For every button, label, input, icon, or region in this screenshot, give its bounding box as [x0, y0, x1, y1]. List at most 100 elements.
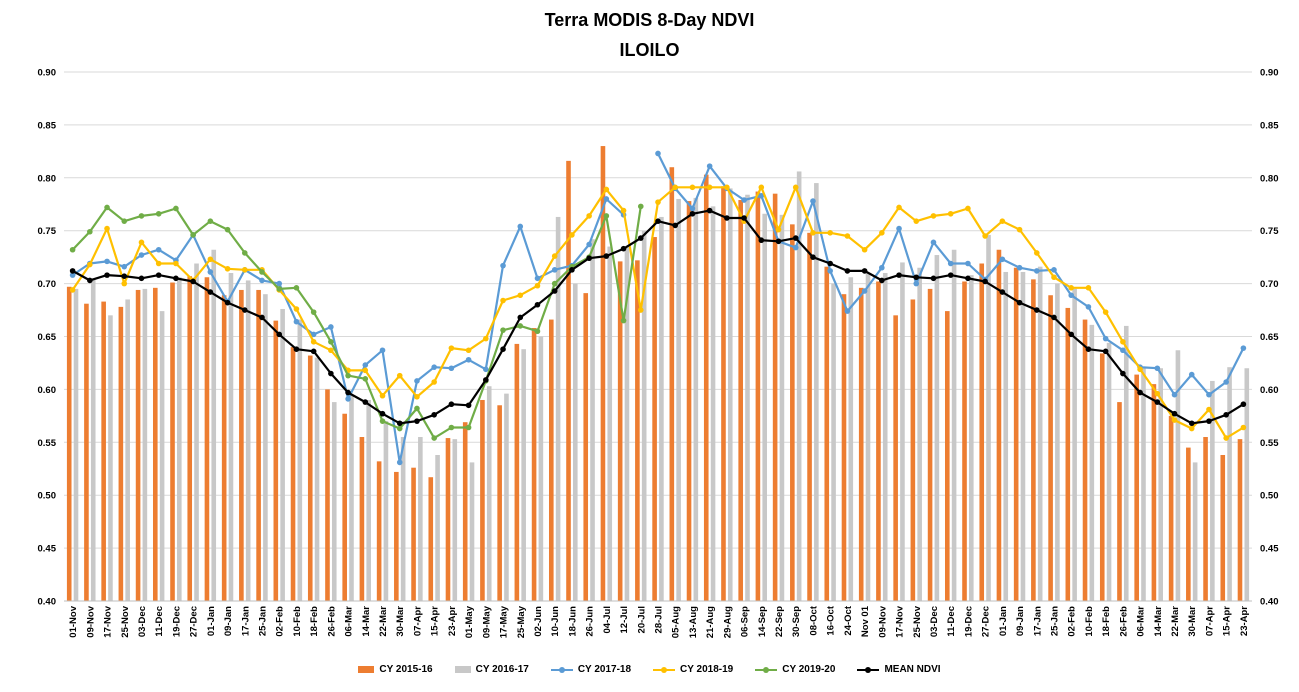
x-tick-label: 09-Jan: [1015, 606, 1026, 636]
point-cy-2018-19: [1137, 366, 1143, 372]
point-cy-2017-18: [948, 261, 954, 267]
y-tick-label-right: 0.50: [1260, 491, 1279, 502]
point-mean-ndvi: [431, 412, 437, 418]
bar-cy-2016-17: [573, 284, 578, 601]
bar-cy-2015-16: [859, 288, 864, 601]
point-mean-ndvi: [552, 288, 558, 294]
point-mean-ndvi: [139, 276, 145, 282]
x-tick-label: 01-May: [464, 605, 475, 638]
legend-swatch: [653, 665, 675, 675]
bar-cy-2016-17: [418, 437, 423, 601]
x-tick-label: 09-Nov: [85, 605, 96, 637]
point-mean-ndvi: [965, 276, 971, 282]
point-cy-2018-19: [1086, 285, 1092, 291]
x-tick-label: 17-Jan: [1032, 606, 1043, 636]
bar-cy-2016-17: [1141, 368, 1146, 601]
bar-cy-2016-17: [900, 262, 905, 601]
point-mean-ndvi: [759, 237, 765, 243]
point-cy-2018-19: [363, 368, 369, 374]
point-cy-2017-18: [1172, 392, 1178, 398]
bar-cy-2015-16: [1134, 375, 1139, 601]
bar-cy-2015-16: [1220, 455, 1225, 601]
point-cy-2018-19: [638, 307, 644, 313]
point-mean-ndvi: [208, 289, 214, 295]
bar-cy-2016-17: [659, 217, 664, 601]
point-cy-2017-18: [466, 357, 472, 363]
point-mean-ndvi: [845, 268, 851, 274]
y-tick-label-right: 0.55: [1260, 438, 1279, 449]
point-cy-2017-18: [810, 198, 816, 204]
point-cy-2018-19: [380, 393, 386, 399]
bar-cy-2016-17: [91, 278, 96, 601]
legend-item-cy-2019-20: CY 2019-20: [755, 664, 835, 675]
bar-cy-2016-17: [866, 273, 871, 601]
y-tick-label-right: 0.90: [1260, 68, 1279, 79]
point-cy-2017-18: [483, 366, 489, 372]
point-cy-2018-19: [156, 261, 162, 267]
point-mean-ndvi: [397, 420, 403, 426]
x-tick-label: 25-Jan: [1050, 606, 1061, 636]
point-cy-2018-19: [1000, 218, 1006, 224]
bar-cy-2016-17: [762, 214, 767, 601]
bar-cy-2015-16: [394, 472, 399, 601]
point-cy-2017-18: [604, 196, 610, 202]
bar-cy-2016-17: [521, 349, 526, 601]
bar-cy-2016-17: [831, 284, 836, 601]
bar-cy-2015-16: [1014, 268, 1019, 601]
point-cy-2019-20: [87, 229, 93, 235]
point-cy-2019-20: [328, 339, 334, 345]
bar-cy-2015-16: [411, 468, 416, 601]
x-tick-label: 17-Nov: [103, 605, 114, 637]
bar-cy-2015-16: [274, 321, 279, 601]
x-tick-label: 03-Dec: [137, 606, 148, 637]
bar-cy-2016-17: [607, 247, 612, 601]
bar-cy-2015-16: [704, 175, 709, 601]
bar-cy-2016-17: [883, 273, 888, 601]
x-tick-label: 10-Jun: [550, 606, 561, 637]
x-tick-label: 10-Feb: [1084, 606, 1095, 637]
bar-cy-2016-17: [470, 462, 475, 601]
y-tick-label-right: 0.75: [1260, 226, 1279, 237]
x-tick-label: 22-Mar: [1170, 606, 1181, 637]
point-cy-2017-18: [690, 206, 696, 212]
bar-cy-2016-17: [504, 394, 509, 601]
point-cy-2017-18: [449, 365, 455, 371]
point-mean-ndvi: [70, 268, 76, 274]
point-cy-2018-19: [690, 185, 696, 191]
x-tick-label: 09-May: [481, 605, 492, 638]
point-cy-2017-18: [862, 288, 868, 294]
bar-cy-2016-17: [539, 337, 544, 602]
point-cy-2018-19: [672, 185, 678, 191]
point-cy-2019-20: [535, 328, 541, 334]
point-mean-ndvi: [466, 402, 472, 408]
point-mean-ndvi: [1172, 411, 1178, 417]
point-cy-2017-18: [879, 265, 885, 271]
bar-cy-2015-16: [1083, 320, 1088, 601]
point-mean-ndvi: [517, 315, 523, 321]
legend-label: CY 2017-18: [578, 664, 631, 675]
bar-cy-2015-16: [566, 161, 571, 601]
point-cy-2017-18: [363, 362, 369, 368]
point-mean-ndvi: [1137, 390, 1143, 396]
point-cy-2017-18: [965, 261, 971, 267]
point-cy-2018-19: [449, 345, 455, 351]
bar-cy-2015-16: [1152, 384, 1157, 601]
bar-cy-2015-16: [824, 267, 829, 601]
bar-cy-2016-17: [280, 309, 285, 601]
point-mean-ndvi: [982, 279, 988, 285]
y-tick-label-left: 0.80: [38, 173, 57, 184]
point-cy-2017-18: [328, 324, 334, 330]
x-tick-label: 06-Mar: [1136, 606, 1147, 637]
point-mean-ndvi: [879, 278, 885, 284]
point-cy-2018-19: [655, 199, 661, 205]
y-tick-label-right: 0.45: [1260, 544, 1279, 555]
point-cy-2017-18: [1206, 392, 1212, 398]
bar-cy-2016-17: [229, 273, 234, 601]
x-tick-label: 10-Feb: [292, 606, 303, 637]
y-tick-label-right: 0.65: [1260, 332, 1279, 343]
bar-cy-2016-17: [1021, 272, 1026, 601]
point-mean-ndvi: [707, 208, 713, 214]
point-cy-2018-19: [552, 253, 558, 259]
point-mean-ndvi: [1000, 289, 1006, 295]
x-tick-label: 12-Jul: [619, 606, 630, 633]
